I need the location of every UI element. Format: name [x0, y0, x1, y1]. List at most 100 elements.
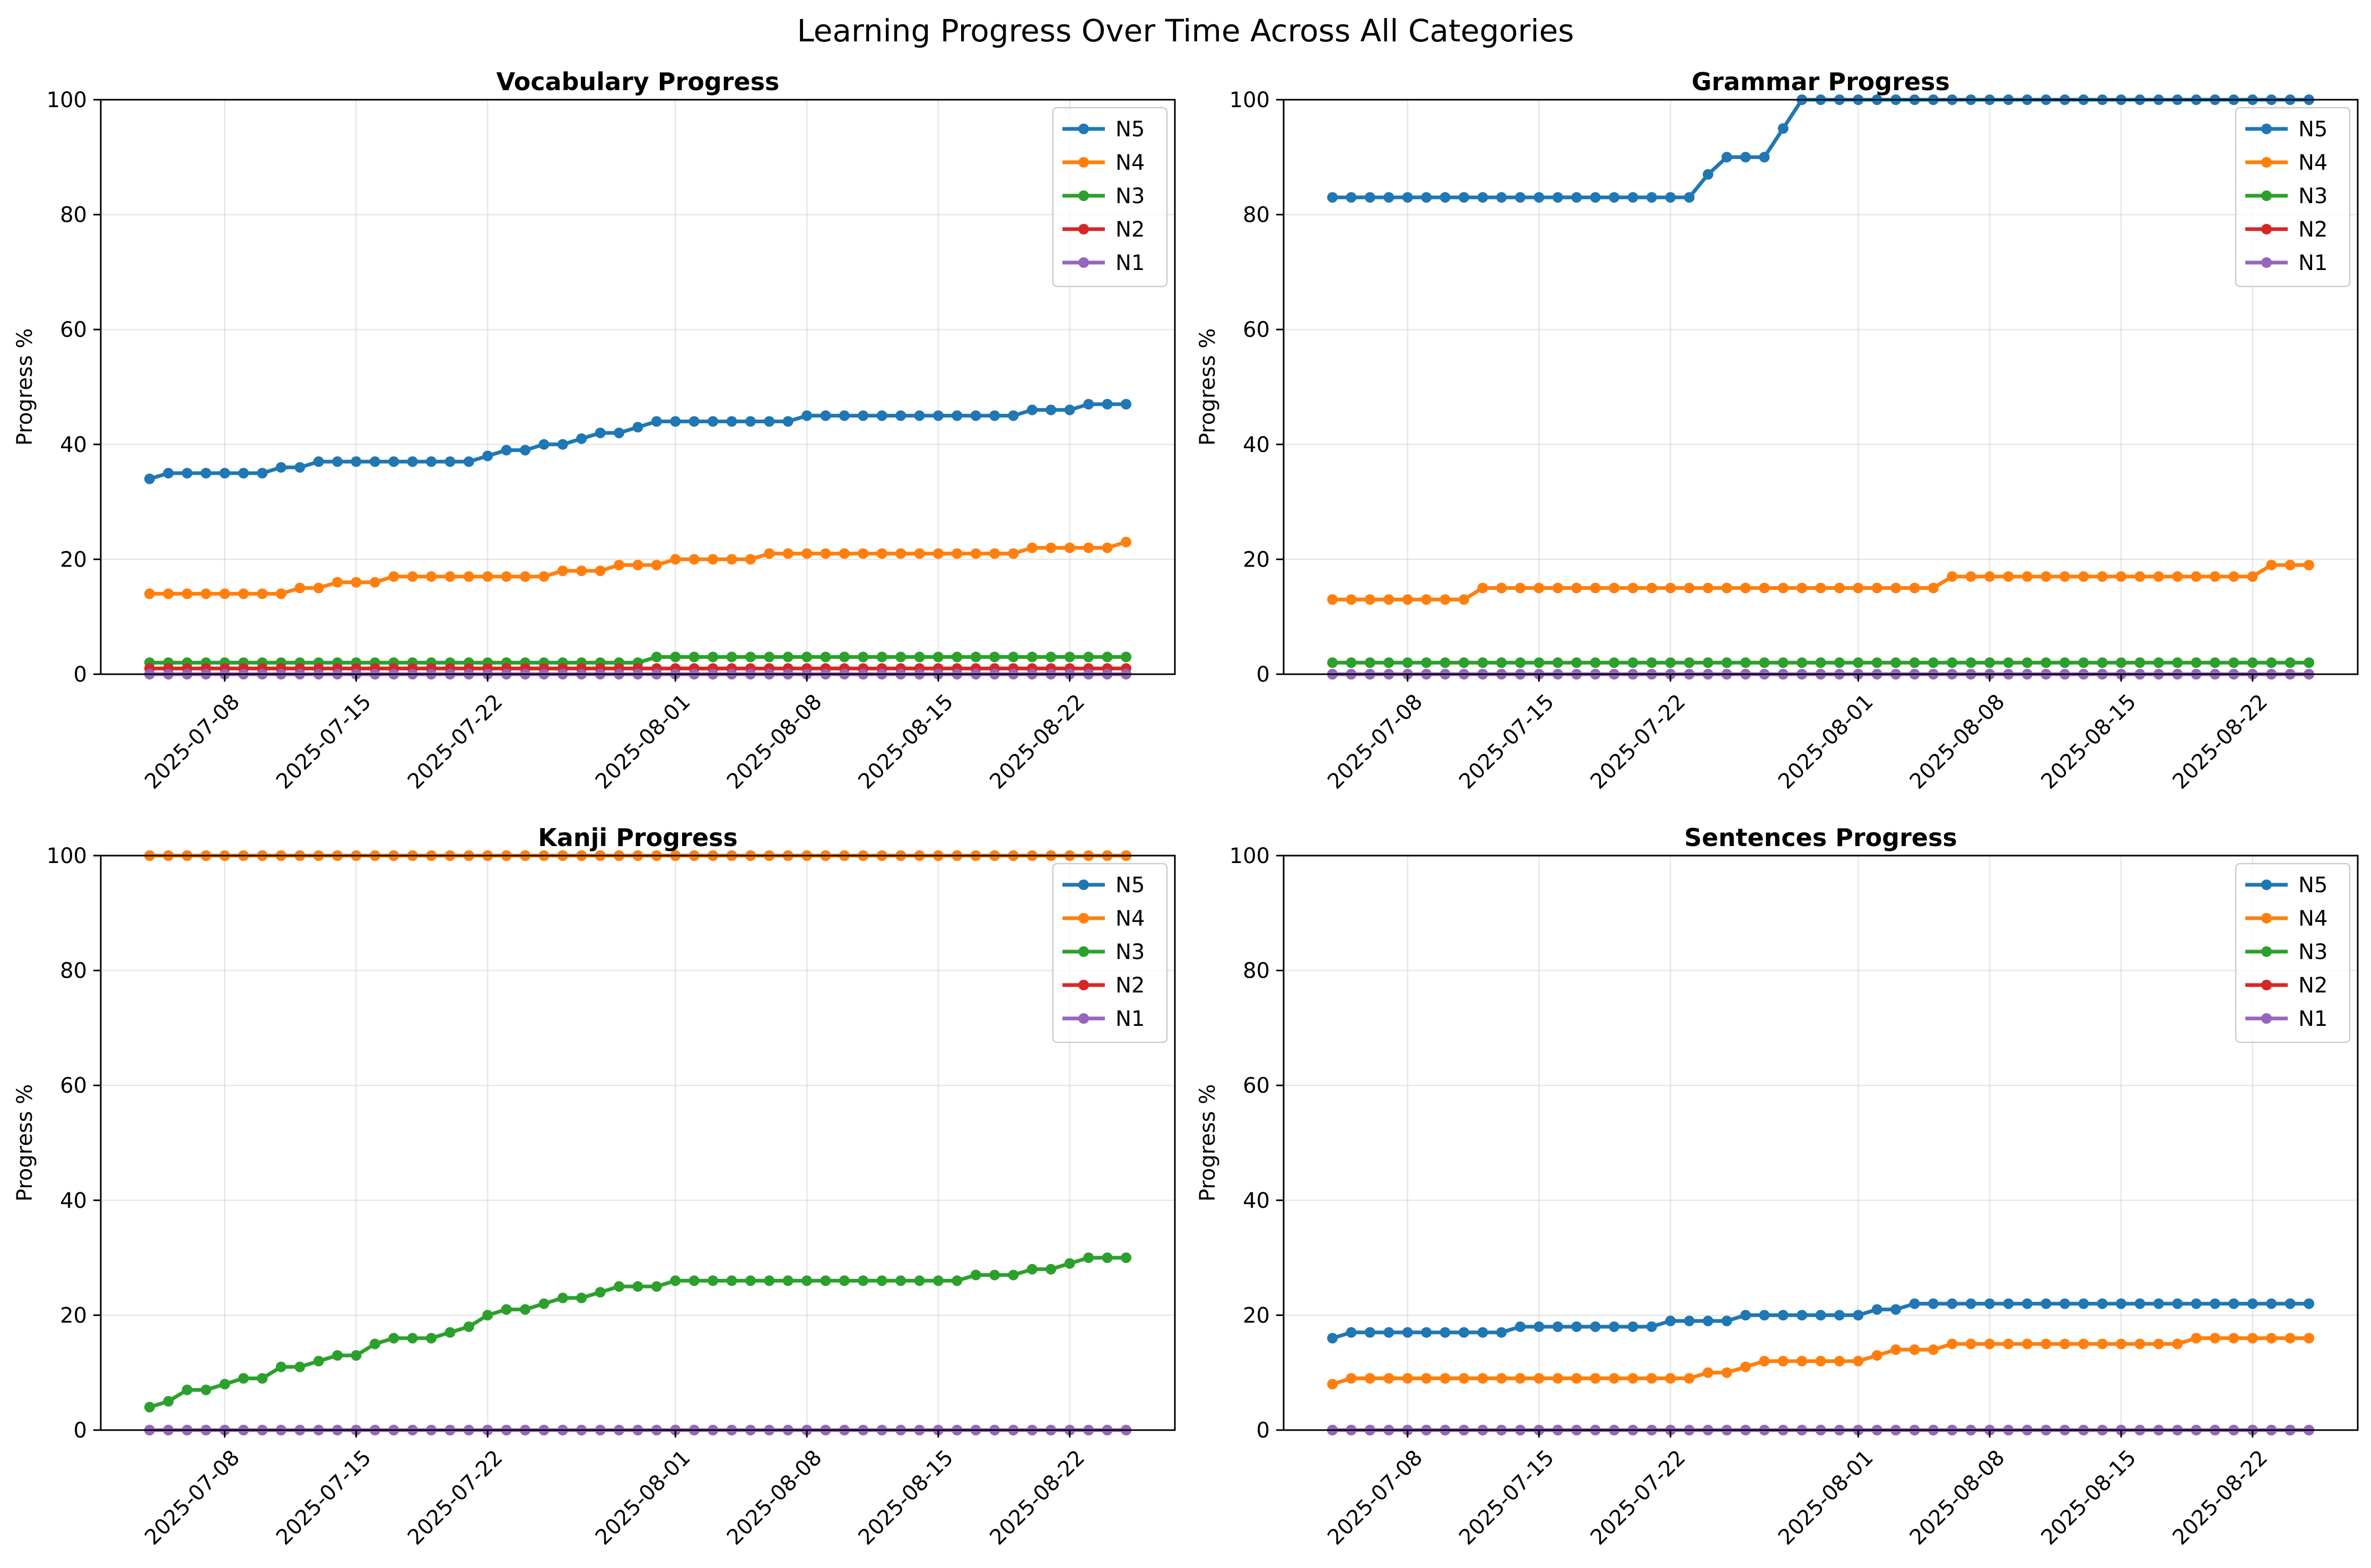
data-point [989, 548, 1000, 559]
legend-marker [1078, 124, 1089, 134]
data-point [520, 1304, 531, 1315]
data-point [1646, 1373, 1657, 1384]
data-point [2021, 1338, 2033, 1349]
data-point [1947, 657, 1958, 668]
data-point [2172, 657, 2183, 668]
data-point [801, 548, 813, 559]
data-point [1552, 192, 1563, 203]
data-point [1383, 1373, 1394, 1384]
data-point [2209, 1332, 2220, 1344]
legend-box [2235, 863, 2351, 1043]
data-point [1834, 582, 1845, 594]
data-point [820, 1275, 831, 1286]
data-point [1045, 404, 1057, 415]
data-point [332, 1350, 343, 1361]
data-point [1458, 192, 1469, 203]
data-point [2059, 657, 2070, 668]
data-point [1421, 1327, 1432, 1338]
data-point [1083, 542, 1094, 553]
figure-title: Learning Progress Over Time Across All C… [797, 13, 1574, 49]
data-point [989, 1269, 1000, 1280]
data-point [952, 1275, 963, 1286]
data-point [952, 548, 963, 559]
data-point [1102, 399, 1113, 410]
data-point [1083, 651, 1094, 663]
legend-marker [2261, 879, 2272, 890]
data-point [2228, 657, 2239, 668]
data-point [970, 1269, 981, 1280]
data-point [1984, 1338, 1995, 1349]
data-point [369, 577, 380, 588]
data-point [538, 439, 550, 450]
data-point [1684, 192, 1695, 203]
legend-marker [2261, 124, 2272, 134]
data-point [1552, 1321, 1563, 1332]
data-point [688, 651, 700, 663]
data-point [2285, 1298, 2296, 1309]
data-point [1402, 594, 1413, 605]
data-point [989, 410, 1000, 421]
data-point [670, 1275, 681, 1286]
legend: N5 N4 N3 N2 N1 [2235, 863, 2351, 1043]
data-point [520, 445, 531, 456]
x-tick-label: 2025-07-08 [1323, 690, 1427, 794]
data-point [2191, 1298, 2202, 1309]
data-point [1571, 1373, 1582, 1384]
data-point [1026, 404, 1038, 415]
data-point [482, 450, 493, 461]
data-point [1121, 1252, 1131, 1264]
data-point [1121, 399, 1131, 410]
data-point [932, 410, 944, 421]
data-point [1402, 1373, 1413, 1384]
x-tick-label: 2025-07-15 [272, 690, 376, 794]
legend-marker [1078, 190, 1089, 201]
data-point [1646, 192, 1657, 203]
data-point [1026, 1264, 1038, 1275]
data-point [1947, 1338, 1958, 1349]
data-point [1327, 594, 1338, 605]
data-point [1665, 192, 1676, 203]
x-tick-label: 2025-08-08 [1905, 1445, 2010, 1550]
data-point [1421, 657, 1432, 668]
data-point [858, 410, 869, 421]
data-point [219, 1379, 230, 1390]
x-tick-label: 2025-07-15 [1454, 690, 1559, 794]
legend: N5 N4 N3 N2 N1 [1052, 863, 1168, 1043]
data-point [2285, 1332, 2296, 1344]
series-N3 [1327, 657, 2314, 668]
y-tick-label: 100 [1230, 844, 1270, 868]
data-point [275, 1361, 286, 1372]
data-point [688, 554, 700, 565]
data-point [2041, 1298, 2052, 1309]
y-tick-label: 0 [74, 663, 87, 687]
legend-label: N4 [1115, 151, 1145, 175]
data-point [1703, 169, 1714, 180]
data-point [651, 560, 662, 571]
data-point [463, 1321, 474, 1332]
subplot-1: 0 20 40 60 80 100 2025-07-08 2025-07-15 2025-07-… [13, 67, 1176, 794]
data-point [839, 548, 850, 559]
y-tick-label: 100 [47, 844, 87, 868]
data-point [1965, 1298, 1976, 1309]
data-point [557, 1292, 568, 1303]
data-point [952, 410, 963, 421]
data-point [2266, 1298, 2277, 1309]
legend-label: N3 [2298, 940, 2328, 964]
data-point [557, 565, 568, 577]
data-point [538, 571, 550, 582]
data-point [1890, 582, 1902, 594]
series-N5 [1327, 1298, 2314, 1344]
data-point [1327, 657, 1338, 668]
data-point [1721, 1316, 1732, 1327]
data-point [1458, 594, 1469, 605]
data-point [1740, 1361, 1751, 1372]
data-point [2021, 1298, 2033, 1309]
data-point [163, 468, 174, 478]
data-point [1590, 1373, 1601, 1384]
data-point [764, 548, 775, 559]
data-point [1402, 192, 1413, 203]
data-point [2003, 1298, 2014, 1309]
data-point [914, 548, 925, 559]
data-point [1496, 1373, 1507, 1384]
